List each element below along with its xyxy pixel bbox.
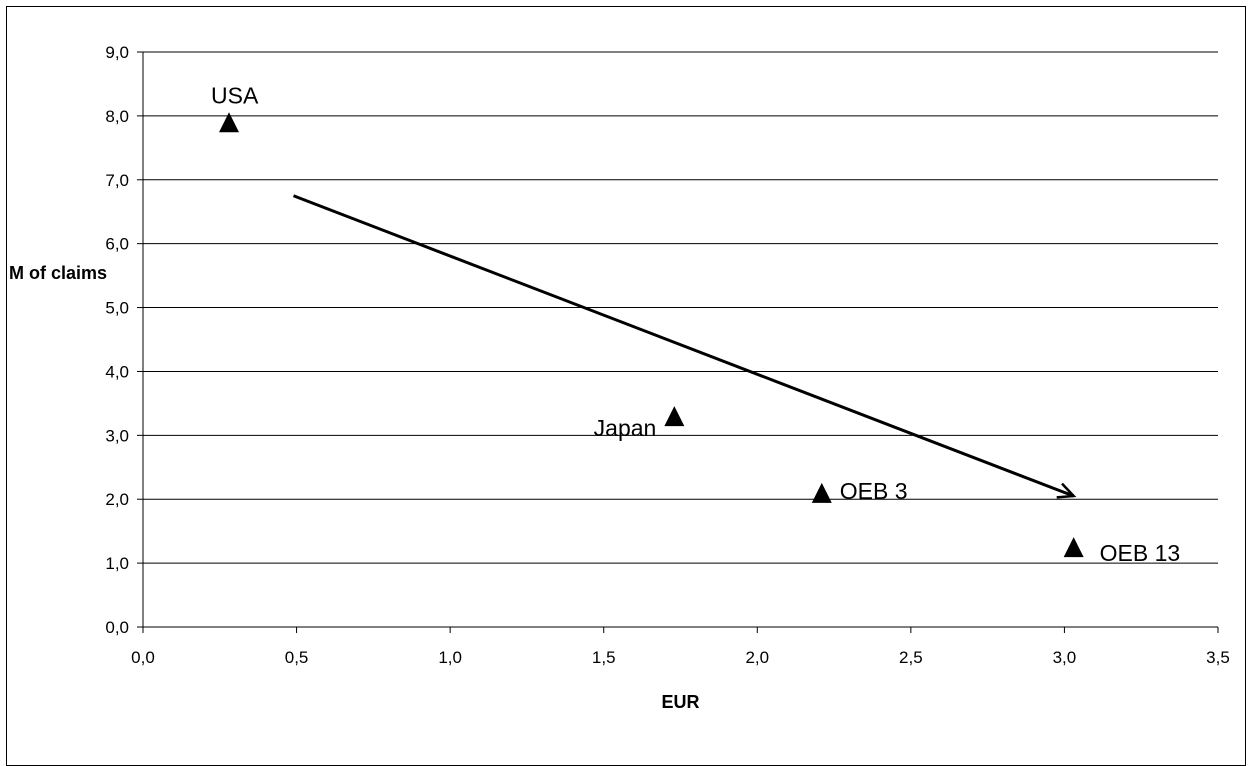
y-tick-label: 9,0: [105, 43, 129, 62]
x-tick-label: 1,0: [438, 648, 462, 667]
y-tick-label: 5,0: [105, 299, 129, 318]
point-label-oeb-3: OEB 3: [840, 478, 908, 504]
y-tick-label: 3,0: [105, 426, 129, 445]
trend-arrow-line: [292, 194, 1075, 498]
x-tick-label: 1,5: [592, 648, 616, 667]
y-tick-label: 4,0: [105, 362, 129, 381]
point-label-oeb-13: OEB 13: [1100, 540, 1181, 566]
scatter-chart: 0,0 1,0 2,0 3,0 4,0 5,0 6,0 7,0 8,0 9,0 0,0 0,5 1,0…: [9, 43, 1230, 712]
point-marker-oeb-3: [811, 482, 832, 503]
point-label-usa: USA: [211, 82, 259, 108]
x-tick-label: 3,0: [1053, 648, 1077, 667]
y-axis-title: M of claims: [9, 263, 107, 283]
point-label-japan: Japan: [594, 415, 657, 441]
axes: [137, 51, 1219, 633]
x-tick-label: 3,5: [1206, 648, 1230, 667]
y-tick-label: 1,0: [105, 554, 129, 573]
gridlines: [143, 51, 1218, 564]
point-marker-japan: [664, 406, 685, 427]
point-marker-usa: [219, 112, 239, 133]
y-tick-labels: 0,0 1,0 2,0 3,0 4,0 5,0 6,0 7,0 8,0 9,0: [105, 43, 129, 637]
y-tick-label: 2,0: [105, 490, 129, 509]
x-tick-label: 0,0: [131, 648, 155, 667]
trend-arrow-head: [1056, 482, 1077, 499]
x-tick-label: 2,0: [745, 648, 769, 667]
data-points: USA Japan OEB 3 OEB 13: [211, 82, 1180, 566]
x-axis-title: EUR: [661, 692, 699, 712]
y-tick-label: 8,0: [105, 107, 129, 126]
x-tick-label: 0,5: [285, 648, 309, 667]
point-marker-oeb-13: [1063, 537, 1084, 558]
y-tick-label: 6,0: [105, 235, 129, 254]
trend-arrow-group: [292, 194, 1077, 499]
y-tick-label: 7,0: [105, 171, 129, 190]
x-tick-label: 2,5: [899, 648, 923, 667]
x-tick-labels: 0,0 0,5 1,0 1,5 2,0 2,5 3,0 3,5: [131, 648, 1230, 667]
y-tick-label: 0,0: [105, 618, 129, 637]
